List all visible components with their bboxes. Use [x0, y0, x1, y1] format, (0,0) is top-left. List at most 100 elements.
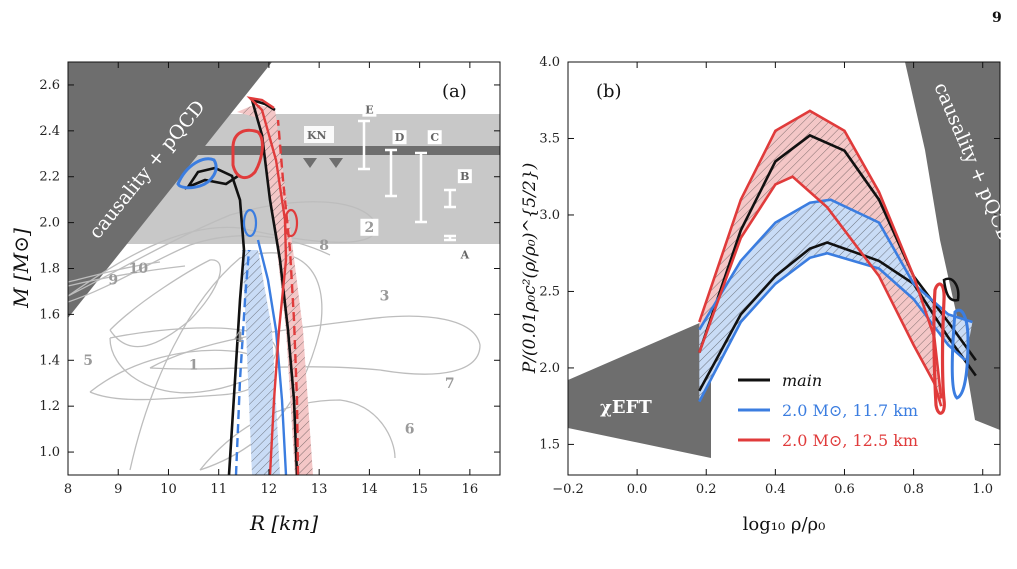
- contour-label-3: 3: [380, 289, 390, 305]
- measurement-label-box: [427, 130, 442, 145]
- contour-label-4: 4: [234, 330, 244, 346]
- x-tick-label-b: 0.6: [834, 482, 855, 497]
- legend: main 2.0 M⊙, 11.7 km 2.0 M⊙, 12.5 km: [738, 371, 918, 450]
- x-tick-label-a: 8: [64, 482, 72, 497]
- measurement-labels: A B C D E: [362, 102, 472, 262]
- red-contour-top: [231, 128, 264, 180]
- contour-label-7: 7: [445, 376, 455, 392]
- measurement-label-e: E: [365, 104, 373, 117]
- curve-upper-main: [698, 133, 977, 362]
- measurement-label-box: [362, 102, 377, 117]
- measurement-label-b: B: [460, 170, 469, 183]
- curve-lower-main: [698, 241, 977, 392]
- contour-8: [68, 235, 331, 303]
- red-curve-dashed: [276, 119, 300, 475]
- y-tick-label-a: 1.0: [39, 445, 60, 460]
- x-tick-label-a: 9: [114, 482, 122, 497]
- x-tick-label-a: 10: [160, 482, 177, 497]
- red-contour-mid: [283, 208, 299, 238]
- kn-arrows: [303, 158, 343, 168]
- blue-band-b: [699, 199, 973, 402]
- x-tick-label-a: 13: [311, 482, 328, 497]
- y-tick-label-b: 2.5: [539, 284, 560, 299]
- blue-band: [242, 250, 280, 475]
- x-axis-label-b: log₁₀ ρ/ρ₀: [743, 514, 826, 535]
- x-tick-label-a: 14: [361, 482, 378, 497]
- x-tick-label-b: 0.2: [696, 482, 717, 497]
- panel-a-label: (a): [442, 81, 467, 102]
- x-tick-label-b: 1.0: [972, 482, 993, 497]
- x-tick-label-a: 11: [210, 482, 227, 497]
- curve-upper-red: [698, 109, 943, 399]
- chiEFT-label: χEFT: [600, 397, 652, 418]
- curves-b: [698, 109, 977, 407]
- contour-label-box: [360, 218, 379, 236]
- contour-label-10: 10: [129, 261, 149, 277]
- blue-blob-b: [950, 308, 970, 400]
- y-tick-label-a: 2.0: [39, 216, 60, 231]
- y-tick-label-a: 2.2: [39, 170, 60, 185]
- y-tick-label-a: 1.4: [39, 353, 60, 368]
- panel-b: (b) χEFT causality + pQCD main 2.0 M⊙, 1…: [520, 55, 1017, 535]
- y-tick-label-a: 1.6: [39, 307, 60, 322]
- contour-label-1: 1: [189, 357, 199, 373]
- legend-main: main: [782, 371, 822, 390]
- contour-1: [109, 259, 221, 348]
- legend-red: 2.0 M⊙, 12.5 km: [782, 431, 918, 450]
- causality-region-b: [905, 62, 1000, 430]
- red-band: [237, 104, 313, 475]
- measurement-label-d: D: [395, 131, 405, 144]
- y-tick-label-a: 2.4: [39, 124, 60, 139]
- kn-label: KN: [307, 129, 327, 142]
- axis-ticks-a: 8 9 10 11 12 13 14 15 161.01.21.41.61.82.02.22.4…: [39, 62, 500, 497]
- y-axis-label-b: P/(0.01ρ₀c²(ρ/ρ₀)^{5/2}): [520, 163, 540, 374]
- blue-contour-top: [176, 157, 218, 190]
- blue-curve-right: [256, 239, 288, 475]
- measurement-label-a: A: [460, 249, 470, 262]
- measurement-bars: [358, 119, 456, 242]
- chiEFT-region: [568, 318, 711, 458]
- y-tick-label-b: 1.5: [539, 437, 560, 452]
- measurement-label-c: C: [430, 131, 439, 144]
- page-number: 9: [992, 10, 1002, 26]
- legend-blue: 2.0 M⊙, 11.7 km: [782, 401, 918, 420]
- contour-labels: 1 2 3 4 5 6 7 8 9 10: [83, 218, 455, 438]
- x-tick-label-a: 16: [462, 482, 479, 497]
- black-blob-b: [942, 277, 960, 302]
- x-tick-label-b: −0.2: [552, 482, 584, 497]
- panel-b-frame: [567, 61, 1001, 476]
- panel-b-label: (b): [596, 81, 622, 102]
- x-axis-label-a: R [km]: [249, 511, 318, 535]
- y-tick-label-b: 4.0: [539, 55, 560, 70]
- blue-contour-mid: [242, 208, 258, 238]
- contour-10: [68, 261, 161, 283]
- contour-6: [199, 399, 396, 471]
- measurement-label-box: [457, 169, 472, 184]
- x-tick-label-b: 0.8: [903, 482, 924, 497]
- axis-ticks-b: −0.2 0.0 0.2 0.4 0.6 0.8 1.0 1.5 2.0 2.5 3.0 3.5 4.0: [539, 55, 1000, 497]
- y-axis-label-a: M [M⊙]: [9, 228, 33, 309]
- curve-lower-red: [698, 175, 943, 407]
- measurement-label-box: [457, 247, 472, 262]
- main-curve-right: [250, 98, 299, 475]
- contour-label-5: 5: [83, 353, 93, 369]
- curve-lower-blue: [698, 251, 967, 403]
- red-curve: [246, 96, 288, 475]
- kn-label-box: [304, 126, 334, 143]
- x-tick-label-a: 12: [261, 482, 278, 497]
- measurement-label-box: [392, 130, 407, 145]
- curve-upper-blue: [698, 198, 973, 331]
- y-tick-label-b: 3.0: [539, 208, 560, 223]
- contour-label-2: 2: [365, 220, 375, 236]
- contour-label-6: 6: [405, 422, 415, 438]
- contour-9: [68, 265, 186, 287]
- x-tick-label-b: 0.0: [627, 482, 648, 497]
- y-tick-label-b: 2.0: [539, 361, 560, 376]
- causality-region: [68, 62, 272, 318]
- blue-curve-left: [234, 249, 251, 475]
- kn-line: [185, 146, 500, 155]
- x-tick-label-b: 0.4: [765, 482, 786, 497]
- y-tick-label-a: 2.6: [39, 78, 60, 93]
